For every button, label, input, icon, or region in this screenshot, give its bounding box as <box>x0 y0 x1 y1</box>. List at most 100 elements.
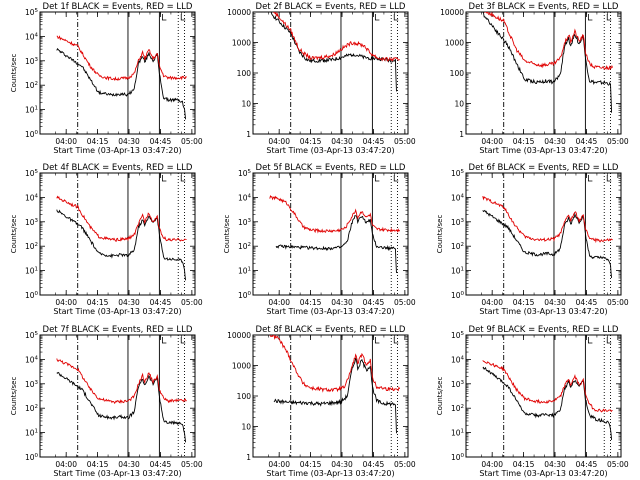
marker-flag <box>393 14 399 21</box>
y-tick-label: 101 <box>451 267 464 276</box>
lld-series-line <box>269 335 401 393</box>
x-tick-label: 04:00 <box>481 298 503 307</box>
marker-flag <box>393 337 399 344</box>
y-tick-label: 105 <box>25 169 39 178</box>
y-tick-label: 105 <box>451 331 465 340</box>
events-series-line <box>482 366 613 440</box>
x-tick-label: 04:30 <box>118 137 140 146</box>
x-tick-label: 05:00 <box>181 460 203 469</box>
y-tick-label: 10 <box>454 100 464 109</box>
chart-panel-9: Det 9f BLACK = Events, RED = LLD 100 101 10… <box>436 325 629 478</box>
x-tick-label: 04:30 <box>331 137 353 146</box>
x-tick-label: 04:45 <box>576 298 598 307</box>
y-tick-label: 100 <box>451 453 465 462</box>
chart-panel-7: Det 7f BLACK = Events, RED = LLD 100 101 10… <box>10 325 203 478</box>
x-tick-label: 04:00 <box>268 298 290 307</box>
x-tick-label: 04:00 <box>268 460 290 469</box>
y-tick-label: 1 <box>246 453 251 462</box>
y-tick-label: 102 <box>451 404 464 413</box>
x-tick-label: 04:30 <box>544 460 566 469</box>
x-tick-label: 04:45 <box>150 137 172 146</box>
chart-title: Det 3f BLACK = Events, RED = LLD <box>469 2 619 12</box>
marker-flag <box>587 337 593 344</box>
chart-panel-1: Det 1f BLACK = Events, RED = LLD 100 101 10… <box>10 2 203 155</box>
lld-series-line <box>482 360 613 413</box>
x-tick-label: 04:00 <box>481 460 503 469</box>
y-tick-label: 10000 <box>227 331 251 340</box>
chart-panel-8: Det 8f BLACK = Events, RED = LLD 1 10 100 10… <box>227 325 416 478</box>
y-tick-label: 1000 <box>232 362 251 371</box>
marker-flag <box>161 14 167 21</box>
x-axis-label: Start Time (03-Apr-13 03:47:20) <box>266 146 394 155</box>
x-axis-label: Start Time (03-Apr-13 03:47:20) <box>479 307 607 316</box>
chart-title: Det 2f BLACK = Events, RED = LLD <box>256 2 406 12</box>
y-tick-label: 101 <box>238 267 251 276</box>
x-tick-label: 04:45 <box>363 298 385 307</box>
chart-title: Det 4f BLACK = Events, RED = LLD <box>43 163 193 173</box>
lld-series-line <box>56 195 187 243</box>
x-axis-label: Start Time (03-Apr-13 03:47:20) <box>479 469 607 478</box>
y-tick-label: 100 <box>25 453 39 462</box>
chart-title: Det 5f BLACK = Events, RED = LLD <box>256 163 406 173</box>
x-tick-label: 04:00 <box>55 460 77 469</box>
lld-series-line <box>484 12 614 71</box>
y-tick-label: 102 <box>25 242 38 251</box>
y-tick-label: 103 <box>25 57 39 66</box>
marker-flag <box>587 14 593 21</box>
marker-flag <box>606 337 612 344</box>
x-axis-label: Start Time (03-Apr-13 03:47:20) <box>53 146 181 155</box>
y-axis-label: Counts/sec <box>436 377 444 416</box>
x-tick-label: 04:45 <box>576 460 598 469</box>
chart-panel-6: Det 6f BLACK = Events, RED = LLD 100 101 10… <box>436 163 629 316</box>
y-tick-label: 103 <box>238 218 252 227</box>
x-tick-label: 04:30 <box>331 298 353 307</box>
marker-flag <box>374 337 380 344</box>
lld-series-line <box>272 12 400 62</box>
plot-frame <box>465 172 622 296</box>
y-tick-label: 100 <box>238 291 252 300</box>
chart-title: Det 9f BLACK = Events, RED = LLD <box>469 325 619 335</box>
marker-flag <box>606 14 612 21</box>
events-series-line <box>56 371 187 443</box>
marker-flag <box>393 175 399 182</box>
y-axis-label: Counts/sec <box>223 215 231 254</box>
y-tick-label: 104 <box>25 193 39 202</box>
y-tick-label: 100 <box>450 69 465 78</box>
x-tick-label: 04:30 <box>544 298 566 307</box>
events-series-line <box>56 47 187 120</box>
x-tick-label: 04:15 <box>513 298 535 307</box>
y-tick-label: 101 <box>25 429 38 438</box>
y-tick-label: 1000 <box>445 39 464 48</box>
y-tick-label: 103 <box>25 218 39 227</box>
y-axis-label: Counts/sec <box>10 377 18 416</box>
y-tick-label: 104 <box>451 355 465 364</box>
lld-series-line <box>269 195 401 234</box>
chart-title: Det 6f BLACK = Events, RED = LLD <box>469 163 619 173</box>
y-tick-label: 103 <box>451 380 465 389</box>
x-tick-label: 04:15 <box>513 137 535 146</box>
y-tick-label: 104 <box>238 193 252 202</box>
marker-flag <box>161 175 167 182</box>
y-tick-label: 10 <box>241 423 251 432</box>
y-tick-label: 10 <box>241 100 251 109</box>
x-tick-label: 04:00 <box>268 137 290 146</box>
x-tick-label: 04:15 <box>300 137 322 146</box>
x-tick-label: 04:45 <box>363 460 385 469</box>
marker-flag <box>374 14 380 21</box>
chart-panel-3: Det 3f BLACK = Events, RED = LLD 1 10 100 10… <box>440 2 629 155</box>
marker-flag <box>180 14 186 21</box>
y-tick-label: 100 <box>237 392 252 401</box>
x-tick-label: 05:00 <box>394 460 416 469</box>
y-tick-label: 102 <box>451 242 464 251</box>
lld-series-line <box>482 195 613 244</box>
y-tick-label: 102 <box>25 404 38 413</box>
y-tick-label: 101 <box>451 429 464 438</box>
chart-panel-2: Det 2f BLACK = Events, RED = LLD 1 10 100 10… <box>227 2 416 155</box>
events-series-line <box>482 12 613 113</box>
y-tick-label: 10000 <box>440 8 464 17</box>
x-tick-label: 04:45 <box>363 137 385 146</box>
plot-frame <box>252 334 409 458</box>
x-tick-label: 04:15 <box>300 298 322 307</box>
x-tick-label: 04:15 <box>87 298 109 307</box>
